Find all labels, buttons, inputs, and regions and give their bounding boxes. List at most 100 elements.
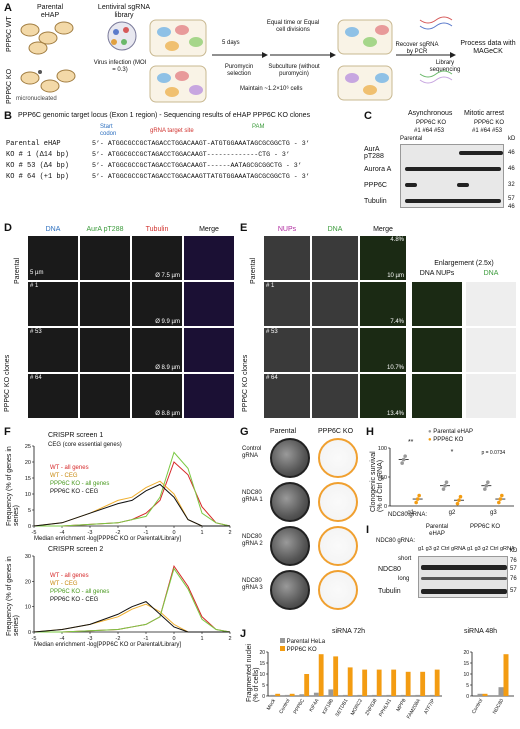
micro-e-0-1 (312, 236, 358, 280)
clone-label: #64 (422, 128, 433, 134)
side-label: PPP6C KO clones (4, 354, 11, 412)
col-head: NUPs (277, 226, 297, 233)
panel-j: J siRNA 72h siRNA 48h Parental HeLa PPP6… (240, 628, 520, 729)
y-tick-label: 0 (262, 694, 265, 700)
blot-band (421, 565, 507, 570)
legend-item: WT - CEG (50, 473, 78, 479)
pam-label: PAM (252, 124, 265, 130)
lane-label: g1 (418, 546, 425, 552)
y-tick-label: 5 (262, 683, 265, 689)
parental-label: Parental eHAP (36, 4, 64, 19)
bar (386, 694, 392, 696)
bar (289, 693, 295, 696)
bar (420, 671, 426, 696)
g-row-label: NDC80 gRNA 3 (242, 578, 263, 591)
panel-b-label: B (4, 110, 12, 122)
micro-d-2-1 (80, 328, 130, 372)
g-row-label: Control gRNA (242, 446, 262, 459)
bar (275, 693, 281, 696)
i-lanes: g1 g3 g2 Ctrl gRNA g1 g3 g2 Ctrl gRNA (418, 546, 515, 552)
y-tick-label: 15 (463, 661, 469, 667)
blot-band (421, 589, 507, 594)
seq-row-2: 5’- ATGGCGCCGCTAGACCTGGACAAGT------AATAG… (92, 162, 302, 169)
enl-col: DNA NUPs (419, 270, 455, 277)
marker-label: 32 (508, 182, 515, 188)
x-tick-label: 2 (228, 530, 231, 536)
panel-e: E NUPs DNA Merge Enlargement (2.5x) DNA … (240, 222, 520, 422)
col-head: Merge (373, 226, 393, 233)
x-tick-label: KIF18B (321, 697, 335, 715)
x-tick-label: FAM208A (406, 697, 423, 720)
panel-i: I Parental eHAP PPP6C KO NDC80 gRNA: g1 … (366, 524, 520, 614)
seq-row-0: 5’- ATGGCGCCGCTAGACCTGGACAAGT-ATGTGGAAAT… (92, 140, 310, 147)
legend-text: PPP6C KO (433, 437, 464, 443)
micro-d-2-3 (184, 328, 234, 372)
clones-mit: #1 #64 #53 (472, 128, 502, 134)
diam-label: Ø 8.9 µm (155, 365, 180, 371)
series-line-2 (34, 451, 231, 527)
panel-d-label: D (4, 222, 12, 234)
f-legend-1: WT - all genes WT - CEG PPP6C KO - all g… (50, 464, 109, 496)
micro-e-1-3 (412, 282, 462, 326)
data-point (444, 480, 449, 485)
y-tick-label: 15 (25, 476, 31, 482)
blot-image (400, 144, 504, 208)
f-xlabel-1: Median enrichment -log[PPP6C KO or Paren… (34, 536, 182, 542)
blot-band (405, 183, 417, 187)
screen2-title: CRISPR screen 2 (48, 546, 104, 553)
lane-label: g3 (425, 546, 432, 552)
x-tick-label: MORC2 (350, 698, 364, 717)
data-point (484, 483, 489, 488)
side-label: Parental (250, 257, 257, 284)
legend-item: ● Parental eHAP (428, 429, 473, 435)
x-tick-label: g3 (490, 510, 497, 516)
y-tick-label: 20 (25, 460, 31, 466)
x-tick-label: -1 (144, 636, 149, 642)
virus-library-icon (107, 21, 137, 51)
legend-item: PPP6C KO (280, 646, 325, 654)
x-tick-label: Control (278, 698, 291, 715)
x-tick-label: 2 (228, 636, 231, 642)
i-row-tubulin: Tubulin (378, 588, 401, 595)
pct-label: 13.4% (386, 411, 404, 417)
micro-d-1-3 (184, 282, 234, 326)
legend-item: PPP6C KO - all genes (50, 589, 110, 595)
seq-row-name-3: KO # 64 (+1 bp) (6, 173, 70, 181)
marker-label: 46 (508, 204, 515, 210)
g-row-label: NDC80 gRNA 1 (242, 490, 263, 503)
seq-row-name-0: Parental eHAP (6, 140, 61, 148)
i-grna: NDC80 gRNA: (376, 538, 416, 544)
micro-d-3-3 (184, 374, 234, 418)
j-title-1: siRNA 72h (332, 628, 366, 635)
legend-item: PPP6C KO - CEG (50, 597, 99, 603)
bar (284, 694, 290, 696)
panel-i-label: I (366, 524, 370, 536)
parental-cells-wt (20, 21, 74, 55)
diam-label: Ø 9.9 µm (155, 319, 180, 325)
micronucleated-label: micronucleated (16, 96, 57, 102)
scale-label: 10 µm (387, 273, 404, 279)
bar (347, 667, 353, 696)
col-head: Merge (199, 226, 219, 233)
marker-label: 46 (508, 166, 515, 172)
micro-d-1-0: # 1 (28, 282, 78, 326)
diam-label: Ø 7.5 µm (155, 273, 180, 279)
x-tick-label: KIF4A (308, 697, 320, 713)
x-tick-label: ATF7IP (423, 697, 437, 715)
micro-e-3-2: 13.4% (360, 374, 406, 418)
micro-e-0-2: 4.8% 10 µm (360, 236, 406, 280)
series-line-1 (33, 603, 230, 633)
x-tick-label: -5 (32, 530, 37, 536)
y-tick-label: 10 (25, 605, 31, 611)
data-point (401, 457, 406, 462)
y-tick-label: 0 (28, 630, 31, 636)
blot-band (405, 167, 501, 171)
blot-row-0: AurA pT288 (364, 146, 384, 160)
legend-item: PPP6C KO - CEG (50, 489, 99, 495)
i-marker: 76 (510, 558, 517, 564)
p-value: p = 0.0734 (481, 450, 505, 456)
micro-e-3-0: # 64 (264, 374, 310, 418)
i-short: short (398, 556, 412, 562)
micro-e-2-2: 10.7% (360, 328, 406, 372)
